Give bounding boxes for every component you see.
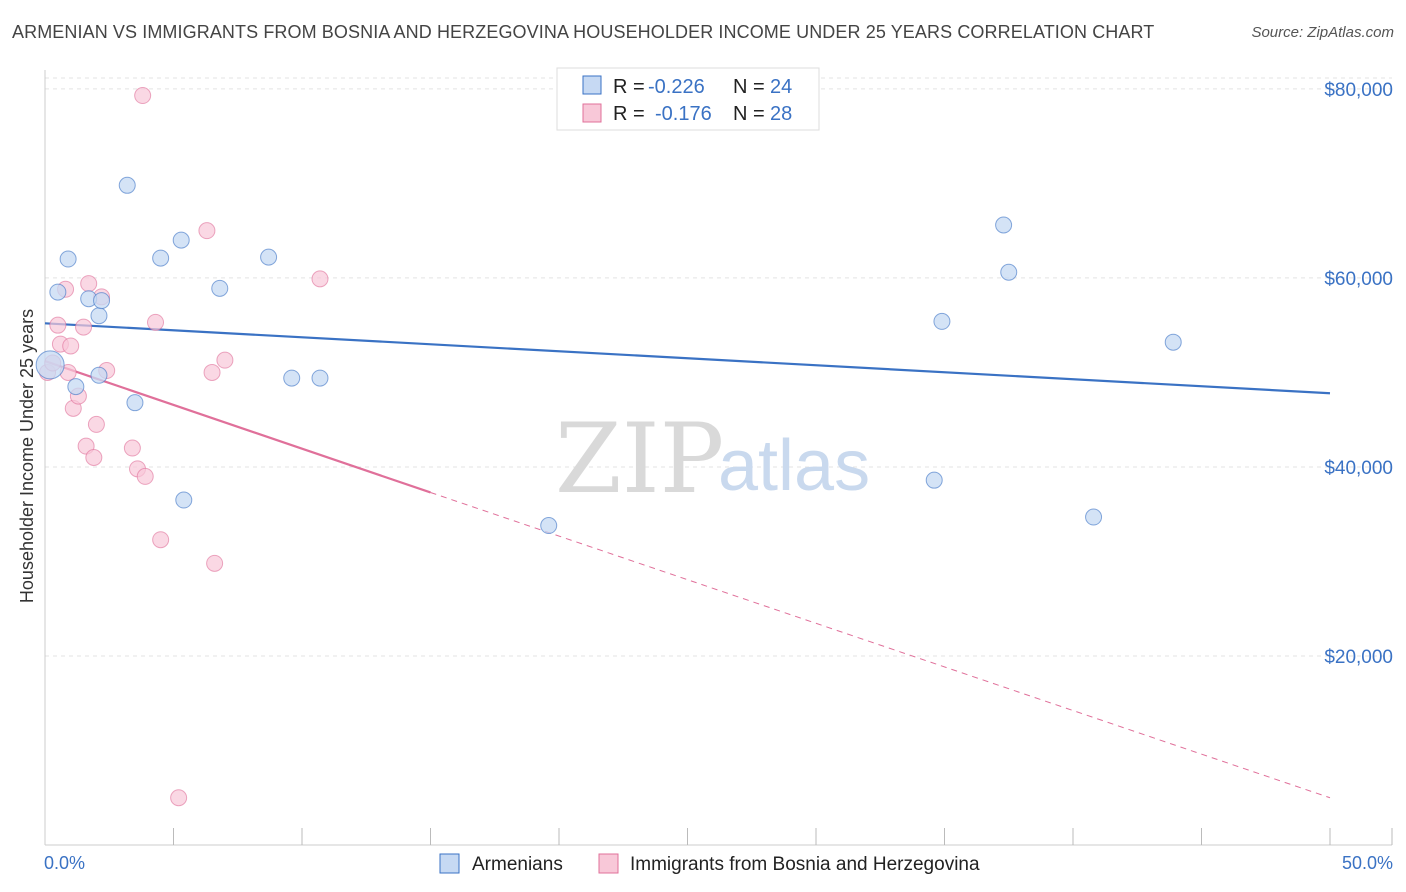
data-point-bosnia	[80, 275, 98, 293]
data-point-armenians	[59, 250, 77, 268]
data-point-armenians	[283, 369, 301, 387]
data-point-armenians	[260, 248, 278, 266]
data-point-armenians	[540, 517, 558, 535]
bottom-legend-bosnia: Immigrants from Bosnia and Herzegovina	[630, 854, 980, 875]
watermark-atlas: atlas	[718, 426, 870, 506]
data-point-armenians	[211, 279, 229, 297]
bottom-legend-swatch-bosnia	[598, 853, 619, 874]
data-point-armenians	[933, 312, 951, 330]
data-point-armenians	[90, 366, 108, 384]
legend-n-value: 24	[770, 76, 792, 98]
data-point-armenians	[995, 216, 1013, 234]
data-point-bosnia	[123, 439, 141, 457]
tick-labels: $20,000 $40,000 $60,000 $80,000 0.0% 50.0%	[44, 80, 1393, 873]
data-point-armenians	[118, 176, 136, 194]
y-tick-label: $40,000	[1324, 458, 1393, 479]
legend-n-label: N =	[733, 103, 765, 125]
data-point-armenians	[152, 249, 170, 267]
data-point-armenians	[90, 307, 108, 325]
legend-swatch-bosnia	[582, 103, 602, 123]
data-point-armenians	[126, 394, 144, 412]
bottom-legend-armenians: Armenians	[472, 854, 563, 875]
legend-r-value: -0.176	[655, 103, 712, 125]
data-point-bosnia	[136, 467, 154, 485]
watermark-zip: ZIP	[555, 403, 724, 515]
data-point-bosnia	[62, 337, 80, 355]
y-axis-label: Householder Income Under 25 years	[17, 309, 37, 603]
trend-line-armenians	[44, 322, 1331, 395]
data-point-bosnia	[170, 789, 188, 807]
axes	[44, 70, 1393, 846]
legend-r-label: R =	[613, 103, 645, 125]
trend-lines	[44, 322, 1331, 799]
data-point-armenians	[67, 378, 85, 396]
data-point-armenians	[1164, 333, 1182, 351]
data-point-armenians	[925, 471, 943, 489]
data-point-armenians	[311, 369, 329, 387]
source-credit: Source: ZipAtlas.com	[1251, 24, 1394, 41]
data-points	[35, 87, 1182, 807]
chart-title: ARMENIAN VS IMMIGRANTS FROM BOSNIA AND H…	[12, 22, 1155, 42]
legend-swatch-armenians	[582, 75, 602, 95]
data-point-armenians	[1085, 508, 1103, 526]
x-tick-label: 50.0%	[1342, 853, 1393, 873]
data-point-bosnia	[311, 270, 329, 288]
x-tick-label: 0.0%	[44, 853, 85, 873]
data-point-bosnia	[216, 351, 234, 369]
data-point-bosnia	[49, 316, 67, 334]
legend-box: R = -0.226 N = 24 R = -0.176 N = 28	[556, 67, 820, 131]
y-tick-label: $20,000	[1324, 647, 1393, 668]
data-point-armenians	[93, 292, 111, 310]
trend-line-bosnia	[44, 360, 431, 494]
legend-n-label: N =	[733, 76, 765, 98]
data-point-bosnia	[206, 554, 224, 572]
bottom-legend-swatch-armenians	[439, 853, 460, 874]
grid-lines	[45, 77, 1392, 657]
data-point-bosnia	[75, 318, 93, 336]
data-point-bosnia	[134, 87, 152, 105]
data-point-armenians	[175, 491, 193, 509]
data-point-armenians	[1000, 263, 1018, 281]
y-tick-label: $60,000	[1324, 269, 1393, 290]
data-point-bosnia	[198, 222, 216, 240]
y-tick-label: $80,000	[1324, 80, 1393, 101]
data-point-bosnia	[152, 531, 170, 549]
data-point-bosnia	[147, 313, 165, 331]
data-point-bosnia	[203, 363, 221, 381]
legend-r-value: -0.226	[648, 76, 705, 98]
data-point-bosnia	[85, 449, 103, 466]
data-point-armenians	[49, 283, 67, 301]
legend-n-value: 28	[770, 103, 792, 125]
data-point-armenians	[35, 350, 65, 380]
data-point-armenians	[172, 231, 190, 249]
bottom-legend: Armenians Immigrants from Bosnia and Her…	[439, 853, 980, 875]
legend-r-label: R =	[613, 76, 645, 98]
trend-line-bosnia-extended	[430, 491, 1331, 799]
data-point-bosnia	[87, 415, 105, 433]
watermark: ZIP atlas	[555, 403, 870, 515]
